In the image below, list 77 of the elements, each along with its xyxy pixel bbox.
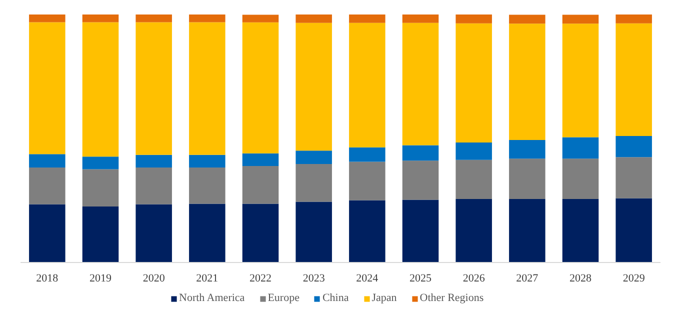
bar xyxy=(349,162,386,200)
bar xyxy=(349,147,386,162)
legend-label: Other Regions xyxy=(420,292,484,304)
bar xyxy=(82,169,119,206)
bar xyxy=(136,154,172,168)
bar xyxy=(296,22,332,151)
bar xyxy=(402,145,439,161)
bar xyxy=(349,22,386,148)
x-tick-label: 2026 xyxy=(462,272,486,284)
bar xyxy=(189,14,226,22)
bar xyxy=(296,202,332,262)
bar xyxy=(402,22,439,146)
bar xyxy=(509,14,546,24)
bar xyxy=(29,22,66,154)
bar xyxy=(242,204,279,262)
bar xyxy=(189,154,226,168)
bar xyxy=(509,24,546,140)
bar xyxy=(509,199,546,262)
bar xyxy=(29,204,66,262)
bar xyxy=(189,22,226,155)
bar xyxy=(616,136,652,158)
bar xyxy=(82,156,119,170)
bar xyxy=(136,168,172,204)
bar xyxy=(82,22,119,157)
legend-label: China xyxy=(322,292,349,304)
bar xyxy=(456,142,492,160)
x-tick-label: 2027 xyxy=(516,272,539,284)
bar xyxy=(456,199,492,262)
bar xyxy=(242,14,279,22)
bar xyxy=(509,140,546,159)
bar xyxy=(562,158,599,200)
legend-label: Europe xyxy=(268,292,300,304)
bar xyxy=(562,199,599,262)
bar xyxy=(349,14,386,23)
bar xyxy=(402,14,439,23)
bar xyxy=(616,23,652,136)
bar xyxy=(296,150,332,164)
bar xyxy=(296,164,332,202)
bar xyxy=(562,137,599,159)
bar xyxy=(82,206,119,262)
bar xyxy=(616,157,652,198)
bar xyxy=(136,14,172,22)
x-tick-label: 2022 xyxy=(250,272,272,284)
bar xyxy=(349,200,386,262)
x-tick-label: 2023 xyxy=(302,272,326,284)
bar xyxy=(296,14,332,23)
bar xyxy=(29,168,66,204)
x-tick-label: 2018 xyxy=(36,272,59,284)
bar xyxy=(82,14,119,22)
bar xyxy=(29,154,66,168)
legend-label: Japan xyxy=(372,292,397,304)
x-tick-label: 2029 xyxy=(622,272,646,284)
bar xyxy=(402,200,439,262)
bar xyxy=(456,23,492,142)
bar xyxy=(242,166,279,204)
bar xyxy=(509,158,546,200)
x-tick-label: 2024 xyxy=(356,272,379,284)
bar xyxy=(562,24,599,138)
bar xyxy=(136,22,172,155)
bar xyxy=(189,204,226,262)
bar xyxy=(456,160,492,200)
bar xyxy=(616,14,652,24)
bar xyxy=(562,14,599,24)
x-tick-label: 2025 xyxy=(410,272,432,284)
bar xyxy=(242,22,279,154)
bar xyxy=(402,160,439,200)
bar xyxy=(456,14,492,24)
bar xyxy=(616,198,652,262)
x-tick-label: 2020 xyxy=(142,272,166,284)
bar xyxy=(29,14,66,22)
bar xyxy=(242,153,279,166)
bar xyxy=(189,168,226,204)
x-tick-label: 2019 xyxy=(90,272,112,284)
x-tick-label: 2028 xyxy=(570,272,592,284)
bar xyxy=(136,204,172,262)
legend-label: North America xyxy=(179,292,245,304)
x-tick-label: 2021 xyxy=(196,272,218,284)
